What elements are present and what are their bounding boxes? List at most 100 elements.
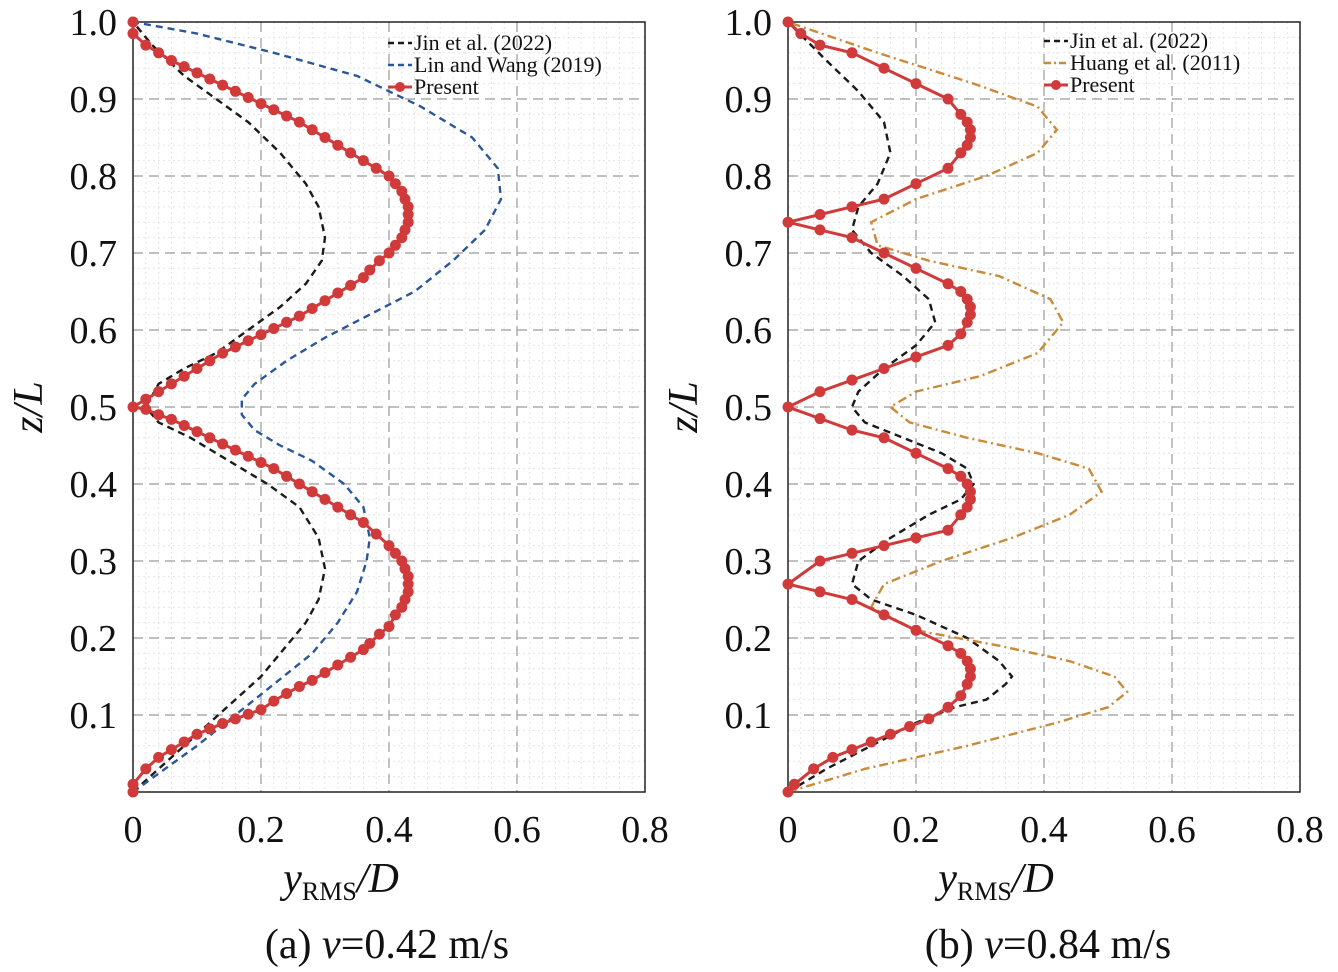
y-tick-label: 0.3 bbox=[70, 541, 118, 583]
data-point bbox=[204, 432, 216, 444]
y-tick-label: 0.4 bbox=[70, 464, 118, 506]
data-point bbox=[127, 28, 139, 40]
data-point bbox=[255, 329, 267, 341]
data-point bbox=[961, 655, 973, 667]
data-point bbox=[964, 671, 976, 682]
series-present bbox=[127, 16, 414, 798]
data-point bbox=[178, 61, 190, 73]
y-tick-label: 0.8 bbox=[70, 156, 118, 198]
data-point bbox=[242, 335, 254, 347]
data-point bbox=[319, 295, 331, 307]
data-point bbox=[255, 704, 267, 716]
legend-label: Present bbox=[414, 74, 479, 99]
legend: Jin et al. (2022)Huang et al. (2011)Pres… bbox=[1044, 28, 1240, 97]
data-point bbox=[782, 401, 794, 413]
data-point bbox=[782, 16, 794, 28]
y-tick-label: 1.0 bbox=[70, 2, 118, 44]
legend-label: Huang et al. (2011) bbox=[1070, 50, 1240, 75]
data-point bbox=[878, 247, 890, 259]
y-axis-label: z/L bbox=[6, 381, 52, 433]
data-point bbox=[942, 701, 954, 713]
data-point bbox=[364, 264, 376, 276]
data-point bbox=[332, 287, 344, 299]
data-point bbox=[127, 401, 139, 413]
series-jin-et-al-2022- bbox=[787, 21, 1014, 794]
data-point bbox=[846, 47, 858, 59]
data-point bbox=[357, 517, 369, 528]
data-point bbox=[383, 620, 395, 632]
y-tick-label: 0.2 bbox=[725, 618, 773, 660]
y-tick-label: 0.8 bbox=[725, 156, 773, 198]
data-point bbox=[217, 347, 229, 359]
data-point bbox=[242, 450, 254, 462]
data-point bbox=[345, 279, 357, 291]
data-point bbox=[293, 478, 305, 490]
y-tick-label: 0.7 bbox=[725, 233, 773, 275]
data-point bbox=[846, 424, 858, 436]
data-point bbox=[961, 478, 973, 490]
data-point bbox=[191, 363, 203, 374]
data-point bbox=[955, 647, 967, 659]
data-point bbox=[878, 193, 890, 205]
series-line bbox=[132, 20, 503, 793]
series-line bbox=[784, 20, 972, 793]
legend-label: Jin et al. (2022) bbox=[1070, 28, 1208, 53]
data-point bbox=[865, 736, 877, 748]
data-point bbox=[319, 493, 331, 505]
data-point bbox=[910, 532, 922, 544]
data-point bbox=[402, 578, 414, 590]
data-point bbox=[229, 444, 241, 456]
x-tick-label: 0.6 bbox=[493, 809, 541, 851]
data-point bbox=[955, 147, 967, 159]
data-point bbox=[878, 62, 890, 74]
data-point bbox=[383, 170, 395, 182]
data-point bbox=[140, 39, 152, 51]
data-point bbox=[306, 124, 318, 136]
y-tick-label: 0.5 bbox=[725, 387, 773, 429]
data-point bbox=[389, 239, 401, 251]
data-point bbox=[396, 555, 408, 567]
y-tick-label: 1.0 bbox=[725, 2, 773, 44]
x-tick-label: 0.2 bbox=[892, 809, 940, 851]
series-present bbox=[782, 16, 976, 798]
x-tick-label: 0.4 bbox=[1020, 809, 1068, 851]
data-point bbox=[910, 262, 922, 274]
data-point bbox=[910, 447, 922, 459]
data-point bbox=[942, 162, 954, 174]
data-point bbox=[955, 690, 967, 702]
data-point bbox=[242, 708, 254, 720]
data-point bbox=[389, 609, 401, 621]
panel-caption: (b) v=0.84 m/s bbox=[925, 922, 1172, 968]
y-tick-label: 0.2 bbox=[70, 618, 118, 660]
y-tick-label: 0.1 bbox=[725, 695, 773, 737]
data-point bbox=[814, 386, 826, 398]
data-point bbox=[961, 293, 973, 305]
data-point bbox=[357, 272, 369, 284]
data-point bbox=[878, 432, 890, 444]
x-tick-label: 0.2 bbox=[237, 809, 285, 851]
data-point bbox=[306, 486, 318, 498]
data-point bbox=[878, 609, 890, 621]
data-point bbox=[955, 108, 967, 120]
data-point bbox=[389, 547, 401, 559]
data-point bbox=[319, 667, 331, 679]
data-point bbox=[165, 413, 177, 425]
y-tick-label: 0.4 bbox=[725, 464, 773, 506]
data-point bbox=[345, 651, 357, 663]
data-point bbox=[268, 695, 280, 707]
data-point bbox=[229, 713, 241, 725]
data-point bbox=[402, 586, 414, 598]
data-point bbox=[255, 456, 267, 468]
data-point bbox=[964, 132, 976, 143]
data-point bbox=[319, 132, 331, 143]
data-point bbox=[127, 778, 139, 790]
data-point bbox=[942, 463, 954, 475]
x-tick-label: 0.6 bbox=[1148, 809, 1196, 851]
data-point bbox=[364, 637, 376, 649]
legend-label: Jin et al. (2022) bbox=[414, 30, 552, 55]
data-point bbox=[293, 310, 305, 322]
y-tick-label: 0.7 bbox=[70, 233, 118, 275]
y-tick-label: 0.6 bbox=[725, 310, 773, 352]
data-point bbox=[878, 540, 890, 552]
